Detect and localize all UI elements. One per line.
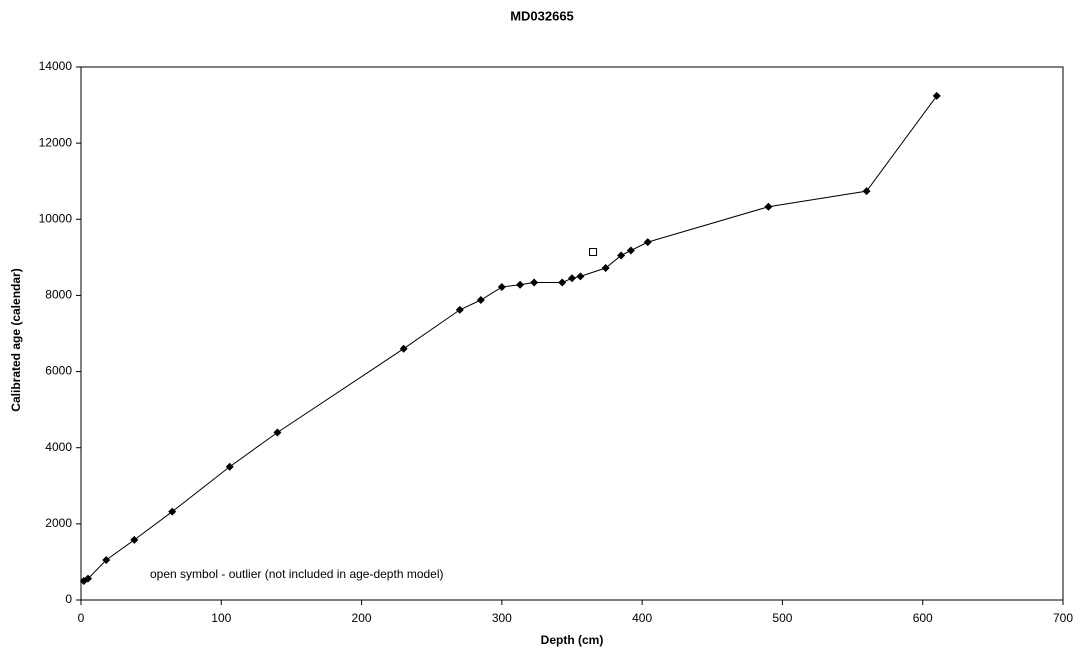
x-tick-label: 400	[632, 611, 652, 625]
x-tick-label: 0	[78, 611, 85, 625]
data-point	[497, 283, 506, 292]
y-axis-title: Calibrated age (calendar)	[9, 268, 23, 411]
data-point	[130, 535, 139, 544]
data-point	[626, 246, 635, 255]
outlier-point	[589, 248, 598, 257]
data-point	[932, 91, 941, 100]
y-tick-label: 8000	[45, 288, 72, 302]
data-point	[617, 251, 626, 260]
y-tick-label: 4000	[45, 440, 72, 454]
data-line	[83, 95, 938, 582]
data-point	[558, 278, 567, 287]
data-point	[516, 280, 525, 289]
data-point	[476, 295, 485, 304]
y-tick-label: 2000	[45, 516, 72, 530]
data-point	[862, 187, 871, 196]
data-point	[168, 507, 177, 516]
y-tick-label: 12000	[39, 135, 73, 149]
data-point	[530, 278, 539, 287]
plot-area	[80, 66, 1064, 601]
x-tick-label: 500	[772, 611, 792, 625]
data-point	[84, 574, 93, 583]
annotation: open symbol - outlier (not included in a…	[150, 567, 444, 581]
x-tick-label: 100	[211, 611, 231, 625]
y-tick-label: 6000	[45, 364, 72, 378]
data-point	[568, 274, 576, 283]
x-tick-label: 700	[1053, 611, 1073, 625]
data-point	[601, 264, 610, 273]
data-point	[225, 462, 234, 471]
data-point	[576, 272, 585, 281]
x-tick-label: 300	[492, 611, 512, 625]
y-tick-label: 10000	[39, 211, 73, 225]
chart-title: MD032665	[510, 8, 574, 23]
data-point	[455, 305, 464, 314]
data-point	[643, 238, 652, 247]
y-tick-label: 14000	[39, 59, 73, 73]
data-point	[764, 202, 773, 211]
y-tick-label: 0	[65, 592, 72, 606]
x-tick-label: 600	[913, 611, 933, 625]
x-axis-title: Depth (cm)	[541, 633, 604, 647]
data-point	[102, 556, 111, 565]
x-tick-label: 200	[352, 611, 372, 625]
data-point	[273, 428, 282, 437]
data-point	[399, 344, 408, 353]
